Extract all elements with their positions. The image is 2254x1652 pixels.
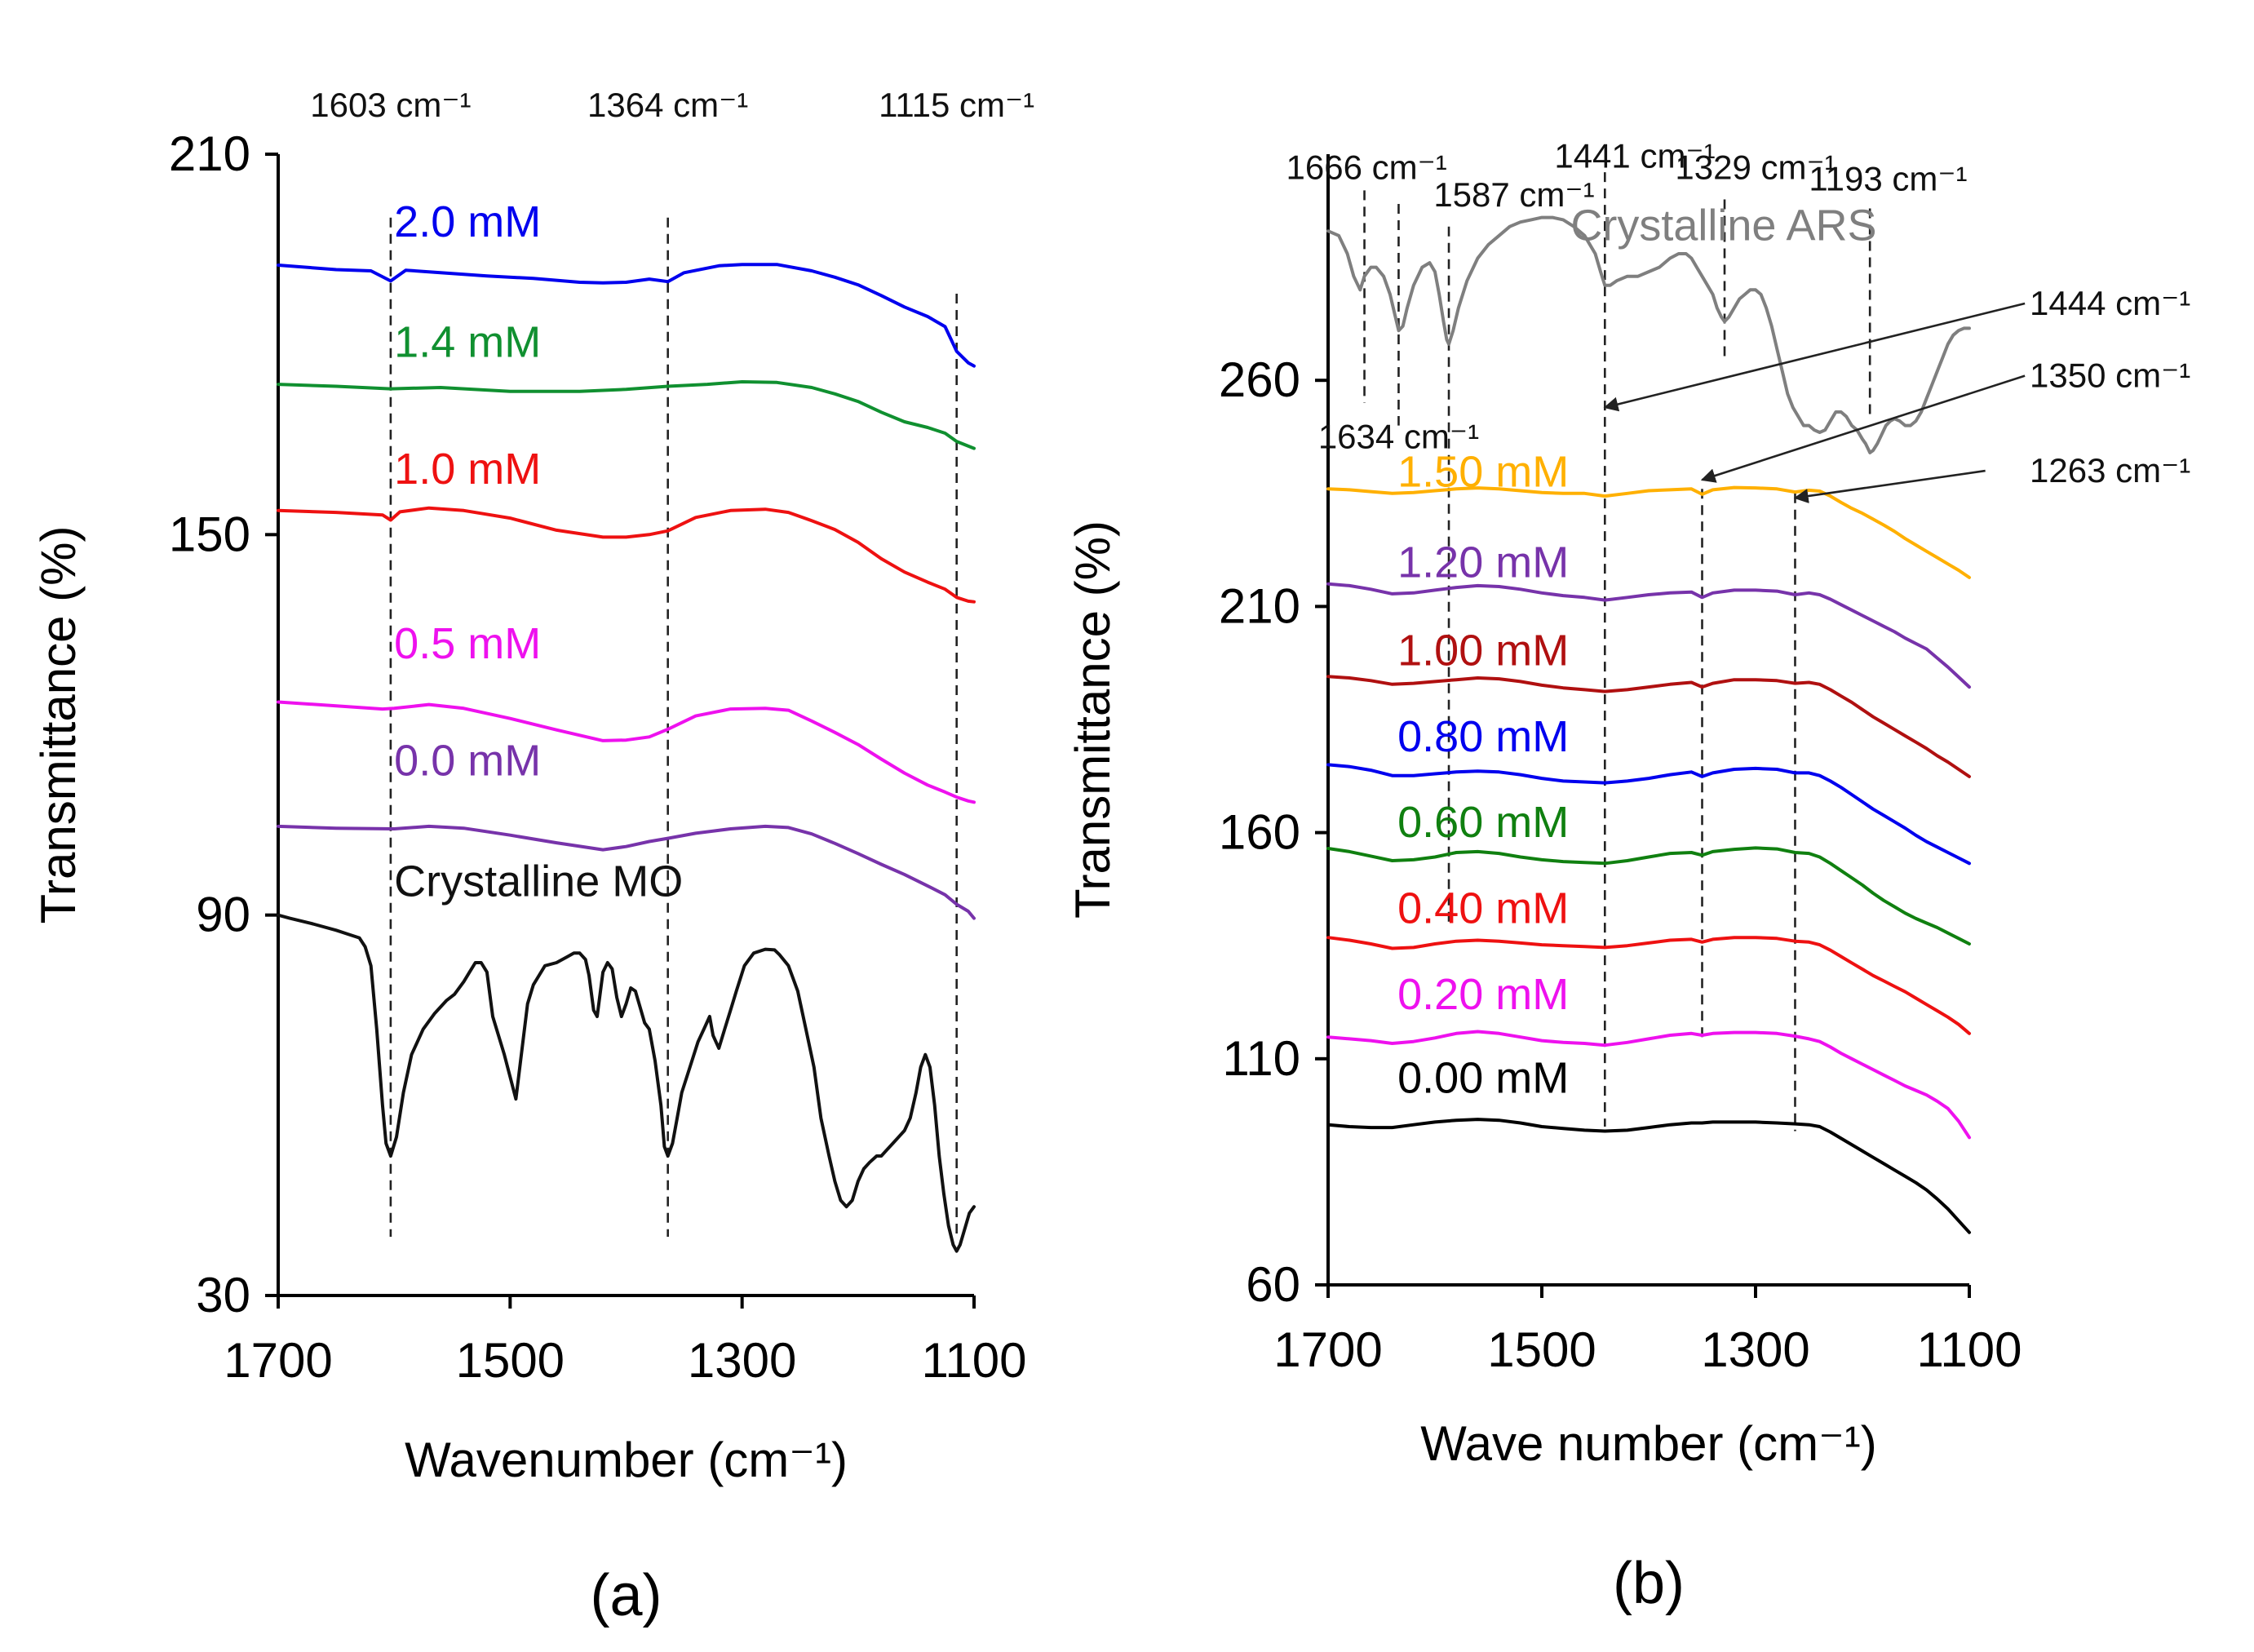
- series-line-1-00-mm: [1326, 675, 1971, 778]
- series-label: 1.00 mM: [1397, 626, 1569, 675]
- peak-label: 1115 cm⁻¹: [879, 86, 1034, 124]
- y-tick-label: 260: [1219, 352, 1300, 407]
- series-line-crystalline-ars: [1326, 215, 1971, 454]
- callout-arrow: [1700, 374, 2026, 483]
- x-tick-label: 1700: [224, 1333, 332, 1388]
- y-tick-label: 210: [169, 126, 250, 181]
- x-tick-label: 1100: [921, 1333, 1026, 1388]
- panel-a: 30 90 150 210 1700 1500 1300 1100 Wavenumber (cm…: [31, 86, 1034, 1628]
- y-axis-title: Transmittance (%): [1065, 520, 1120, 919]
- y-tick-label: 110: [1222, 1031, 1300, 1086]
- series-line-1-20-mm: [1326, 582, 1971, 689]
- series-line-crystalline-mo: [277, 913, 976, 1253]
- callout-label: 1263 cm⁻¹: [2030, 451, 2190, 489]
- series-line-0-80-mm: [1326, 763, 1971, 866]
- series-label: 0.5 mM: [394, 619, 541, 668]
- series-line-1-0-mm: [277, 506, 976, 604]
- peak-label: 1666 cm⁻¹: [1286, 148, 1447, 186]
- series-label: 0.20 mM: [1397, 970, 1569, 1019]
- series-label: 1.0 mM: [394, 445, 541, 494]
- peak-label: 1193 cm⁻¹: [1809, 159, 1967, 197]
- peak-label: 1634 cm⁻¹: [1318, 417, 1479, 455]
- y-tick-label: 90: [196, 888, 250, 942]
- callout-arrow: [1793, 469, 1986, 503]
- x-tick-label: 1700: [1273, 1322, 1382, 1377]
- series-line-2-0-mm: [277, 263, 976, 368]
- y-tick-label: 150: [169, 507, 250, 561]
- y-tick-label: 210: [1219, 578, 1300, 633]
- callout-label: 1350 cm⁻¹: [2030, 357, 2190, 395]
- series-label: 2.0 mM: [394, 197, 541, 246]
- panel-label: (b): [1613, 1551, 1685, 1616]
- series-line-0-00-mm: [1326, 1118, 1971, 1234]
- series-label: 0.40 mM: [1397, 884, 1569, 932]
- series-line-0-60-mm: [1326, 846, 1971, 946]
- series-line-1-4-mm: [277, 380, 976, 450]
- x-tick-label: 1100: [1916, 1322, 2022, 1377]
- series-label: 1.4 mM: [394, 318, 541, 367]
- x-axis-title: Wave number (cm⁻¹): [1420, 1416, 1877, 1471]
- x-tick-label: 1500: [1487, 1322, 1596, 1377]
- x-tick-label: 1300: [1701, 1322, 1809, 1377]
- series-label: 0.00 mM: [1397, 1053, 1569, 1102]
- y-tick-label: 60: [1246, 1257, 1300, 1312]
- series-line-0-0-mm: [277, 824, 976, 920]
- panel-b: 60 110 160 210 260 1700 1500 1300 1100 Wave numbe…: [1065, 137, 2190, 1616]
- series-label: Crystalline MO: [394, 857, 683, 906]
- callout-arrow: [1603, 302, 2026, 412]
- x-axis-title: Wavenumber (cm⁻¹): [405, 1433, 848, 1487]
- series-line-0-40-mm: [1326, 936, 1971, 1035]
- series-label: Crystalline ARS: [1570, 201, 1876, 250]
- x-tick-label: 1300: [688, 1333, 796, 1388]
- peak-label: 1364 cm⁻¹: [587, 86, 748, 124]
- series-label: 1.20 mM: [1397, 538, 1569, 587]
- series-line-0-20-mm: [1326, 1030, 1971, 1140]
- y-axis-title: Transmittance (%): [31, 526, 86, 924]
- series-label: 0.60 mM: [1397, 798, 1569, 847]
- peak-label: 1603 cm⁻¹: [310, 86, 471, 124]
- peak-label: 1587 cm⁻¹: [1433, 175, 1594, 214]
- y-tick-label: 160: [1219, 805, 1300, 860]
- series-label: 1.50 mM: [1397, 447, 1569, 496]
- peak-label: 1441 cm⁻¹: [1554, 137, 1715, 175]
- x-tick-label: 1500: [456, 1333, 565, 1388]
- series-label: 0.80 mM: [1397, 712, 1569, 761]
- callout-label: 1444 cm⁻¹: [2030, 284, 2190, 322]
- series-label: 0.0 mM: [394, 737, 541, 786]
- series-line-1-50-mm: [1326, 485, 1971, 579]
- series-line-0-5-mm: [277, 700, 976, 804]
- panel-label: (a): [591, 1563, 662, 1628]
- y-tick-label: 30: [196, 1268, 250, 1322]
- peak-label: 1329 cm⁻¹: [1675, 148, 1836, 186]
